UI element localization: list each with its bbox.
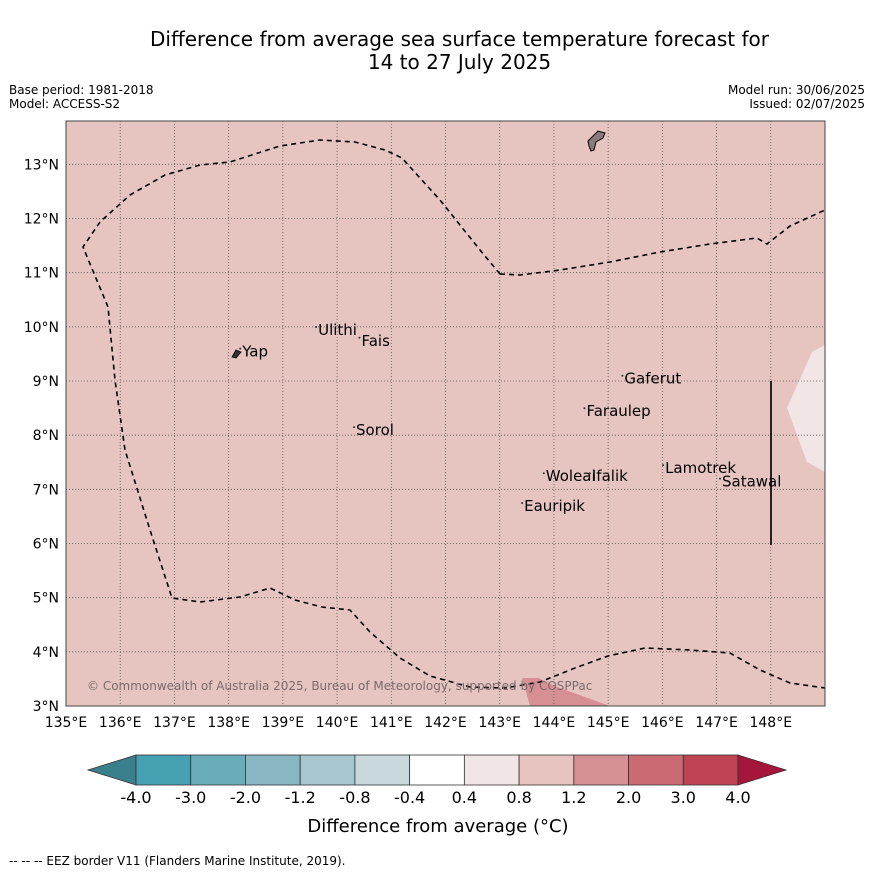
place-label: Ulithi — [318, 321, 357, 339]
lat-tick-label: 11°N — [24, 266, 59, 282]
colorbar-tick-label: -0.8 — [339, 788, 370, 807]
place-label: Gaferut — [624, 370, 681, 388]
colorbar-tick-label: 2.0 — [616, 788, 641, 807]
eez-footnote: -- -- -- EEZ border V11 (Flanders Marine… — [9, 854, 346, 868]
model-name: Model: ACCESS-S2 — [9, 97, 121, 111]
colorbar-bin — [245, 754, 301, 786]
title-line-2: 14 to 27 July 2025 — [367, 50, 552, 74]
place-label: Woleai — [546, 467, 596, 485]
colorbar-bin — [354, 754, 411, 786]
place-marker — [521, 502, 524, 504]
place-marker — [542, 472, 545, 475]
colorbar-bin — [190, 754, 246, 786]
colorbar-bin — [135, 754, 192, 786]
place-marker — [621, 374, 624, 377]
colorbar-tick-label: 1.2 — [561, 788, 586, 807]
colorbar-tick-label: -1.2 — [285, 788, 316, 807]
colorbar-bin — [299, 754, 356, 786]
colorbar-extend-low — [86, 754, 137, 786]
lat-tick-label: 7°N — [33, 482, 59, 498]
place-marker — [583, 407, 586, 410]
place-label: Ifalik — [592, 467, 628, 485]
lon-tick-label: 136°E — [99, 715, 142, 731]
lon-tick-label: 145°E — [587, 715, 630, 731]
base-period: Base period: 1981-2018 — [9, 83, 154, 97]
eez-border-north-east — [499, 209, 825, 276]
colorbar-tick-label: -0.4 — [394, 788, 425, 807]
colorbar-tick-label: -2.0 — [230, 788, 261, 807]
lon-tick-label: 148°E — [749, 715, 792, 731]
place-marker — [662, 464, 665, 467]
lon-tick-label: 146°E — [641, 715, 684, 731]
lat-tick-label: 10°N — [24, 320, 59, 336]
colorbar-tick-label: 3.0 — [671, 788, 696, 807]
lon-tick-label: 135°E — [45, 715, 88, 731]
colorbar-tick-label: 0.8 — [506, 788, 531, 807]
meta-right: Model run: 30/06/2025 Issued: 02/07/2025 — [728, 83, 865, 111]
gridlines — [66, 121, 825, 706]
lat-tick-label: 8°N — [33, 428, 59, 444]
copyright-notice: © Commonwealth of Australia 2025, Bureau… — [87, 679, 592, 693]
lat-tick-label: 5°N — [33, 591, 59, 607]
title-line-1: Difference from average sea surface temp… — [149, 27, 769, 51]
place-label: Lamotrek — [665, 459, 736, 477]
lat-tick-label: 13°N — [24, 157, 59, 173]
lon-tick-label: 147°E — [695, 715, 738, 731]
lat-tick-label: 9°N — [33, 374, 59, 390]
lon-tick-label: 144°E — [533, 715, 576, 731]
map-title: Difference from average sea surface temp… — [0, 28, 873, 74]
lat-tick-label: 4°N — [33, 645, 59, 661]
lon-tick-label: 139°E — [262, 715, 305, 731]
colorbar — [86, 754, 788, 786]
lat-tick-label: 12°N — [24, 212, 59, 228]
colorbar-title: Difference from average (°C) — [307, 816, 568, 837]
cool-anomaly-patch — [787, 345, 825, 472]
meta-left: Base period: 1981-2018 Model: ACCESS-S2 — [9, 83, 154, 111]
place-label: Sorol — [356, 421, 394, 439]
lon-tick-label: 137°E — [153, 715, 196, 731]
place-label: Yap — [241, 343, 268, 361]
place-label: Satawal — [722, 473, 781, 491]
issued-date: Issued: 02/07/2025 — [749, 97, 865, 111]
place-marker — [315, 325, 318, 328]
colorbar-tick-label: -3.0 — [175, 788, 206, 807]
colorbar-bin — [628, 754, 684, 786]
place-marker — [239, 347, 242, 350]
latitude-ticks: 3°N 4°N 5°N 6°N 7°N 8°N 9°N 10°N 11°N 12°N 13°N — [24, 157, 59, 715]
place-marker — [358, 336, 361, 339]
lon-tick-label: 143°E — [478, 715, 521, 731]
colorbar-tick-label: -4.0 — [120, 788, 151, 807]
colorbar-bin — [518, 754, 575, 786]
lon-tick-label: 141°E — [370, 715, 413, 731]
place-label: Faraulep — [586, 402, 650, 420]
colorbar-bin — [409, 754, 465, 786]
place-label: Eauripik — [524, 497, 585, 515]
map-frame — [65, 120, 826, 707]
lon-tick-label: 138°E — [207, 715, 250, 731]
colorbar-tick-label: 0.4 — [452, 788, 477, 807]
place-label: Fais — [361, 332, 390, 350]
model-run: Model run: 30/06/2025 — [727, 83, 865, 97]
place-marker — [588, 472, 591, 475]
colorbar-bin — [463, 754, 520, 786]
colorbar-tick-label: 4.0 — [725, 788, 750, 807]
map-area: © Commonwealth of Australia 2025, Bureau… — [66, 121, 825, 706]
warm-anomaly-patch — [522, 678, 610, 706]
eez-border-south-west — [82, 139, 825, 689]
colorbar-bin — [682, 754, 739, 786]
lon-tick-label: 142°E — [424, 715, 467, 731]
lat-tick-label: 3°N — [33, 699, 59, 715]
guam-island — [587, 130, 606, 152]
lat-tick-label: 6°N — [33, 537, 59, 553]
place-marker — [353, 426, 356, 429]
lon-tick-label: 140°E — [316, 715, 359, 731]
colorbar-extend-high — [737, 754, 788, 786]
longitude-ticks: 135°E 136°E 137°E 138°E 139°E 140°E 141°E 142°E… — [45, 715, 792, 731]
colorbar-bin — [573, 754, 629, 786]
place-marker — [718, 477, 721, 480]
colorbar-tick-labels: -4.0 -3.0 -2.0 -1.2 -0.8 -0.4 0.4 0.8 1.2 2.0 3.0 4… — [120, 788, 750, 807]
yap-island — [231, 349, 242, 359]
